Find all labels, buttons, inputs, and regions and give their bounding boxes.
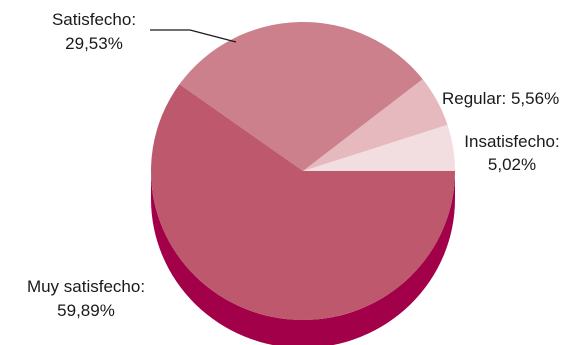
label-insatisfecho-value: 5,02% bbox=[488, 155, 536, 174]
label-satisfecho-name: Satisfecho: bbox=[52, 10, 136, 29]
pie-depth-group bbox=[151, 171, 455, 345]
pie-side-depth bbox=[151, 171, 455, 345]
satisfecho-leader-line bbox=[150, 29, 237, 43]
pie-slice-satisfecho bbox=[179, 22, 423, 172]
pie-slice-muy-satisfecho bbox=[151, 84, 455, 320]
label-satisfecho-value: 29,53% bbox=[65, 34, 123, 53]
pie-slice-regular bbox=[303, 79, 448, 171]
label-insatisfecho-name: Insatisfecho: bbox=[464, 132, 559, 151]
label-muy-satisfecho-name: Muy satisfecho: bbox=[27, 277, 145, 296]
pie-slice-insatisfecho bbox=[303, 124, 455, 171]
label-regular: Regular: 5,56% bbox=[442, 89, 559, 108]
label-muy-satisfecho-value: 59,89% bbox=[57, 301, 115, 320]
pie-top-group bbox=[151, 22, 455, 320]
